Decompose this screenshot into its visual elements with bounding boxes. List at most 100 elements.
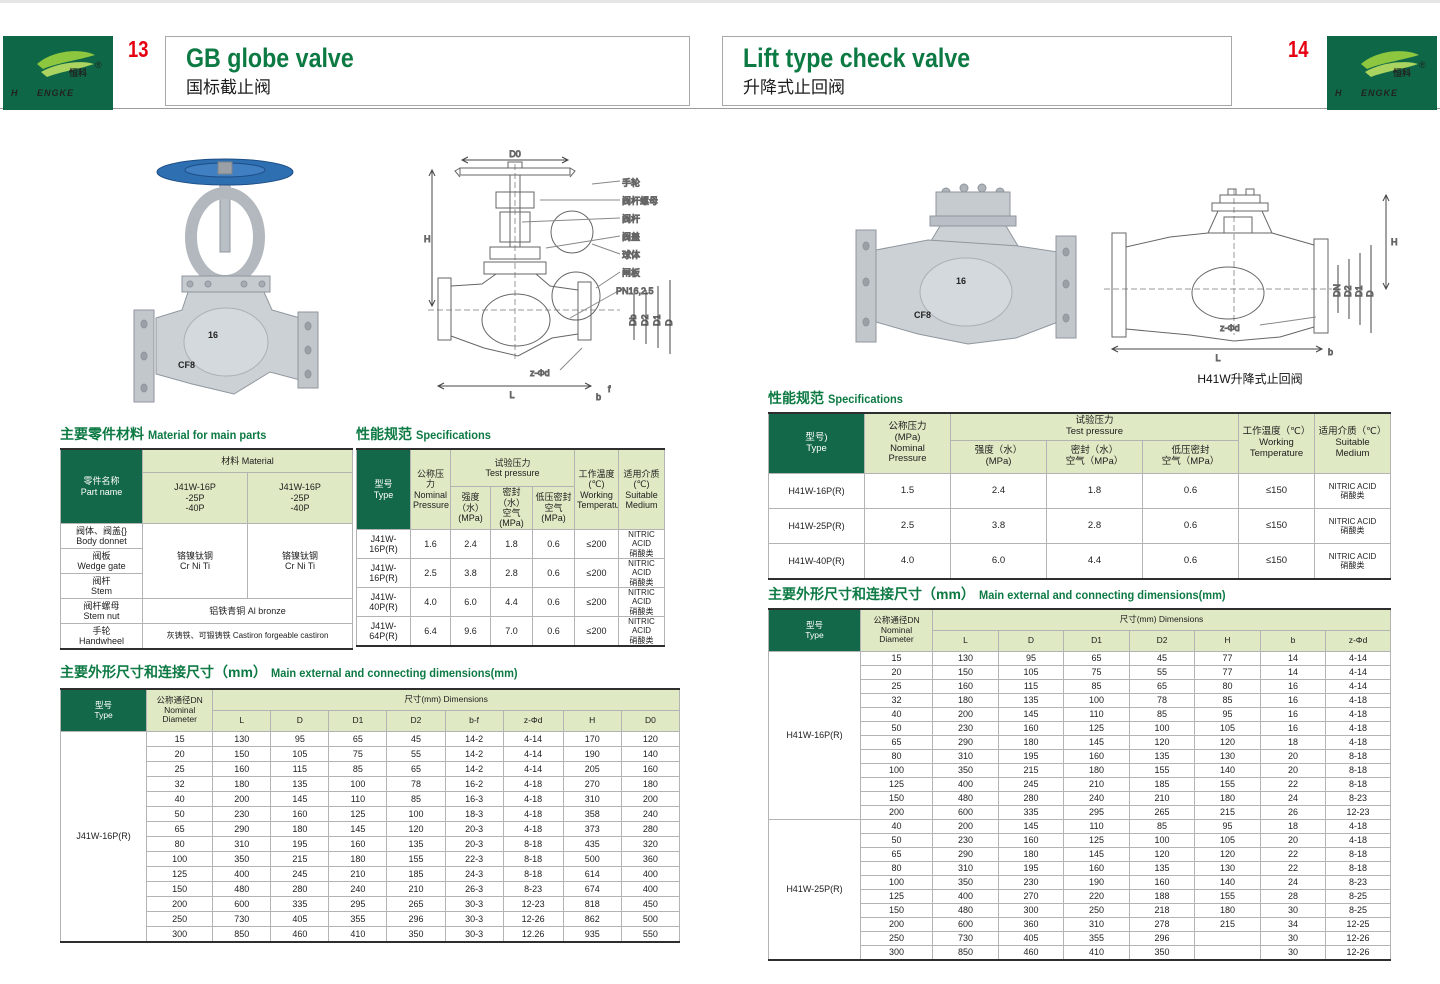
header-divider — [0, 108, 1440, 109]
dims-value-cell: 78 — [386, 776, 446, 792]
valve-mark-16: 16 — [956, 276, 966, 286]
spec-header-test: 试验压力 Test pressure — [449, 448, 576, 487]
part-name-cell: 阀杆 Stem — [60, 573, 143, 599]
dims-dn-cell: 65 — [860, 847, 933, 862]
spec-value-cell: ≤200 — [574, 616, 620, 647]
dim-label-db: Db — [628, 314, 638, 326]
spec-row: J41W-16P(R) 2.5 3.8 2.8 0.6 ≤200 NITRIC ACID 硝… — [356, 558, 666, 588]
dims-value-cell: 614 — [562, 866, 622, 882]
dims-dn-cell: 150 — [860, 791, 933, 806]
dims-dn-cell: 125 — [146, 866, 214, 882]
dims-value-cell: 155 — [1194, 777, 1261, 792]
dims-dn-cell: 300 — [860, 945, 933, 961]
spec-header-temp: 工作温度 (℃) Working Temperature — [574, 448, 620, 530]
dims-value-cell: 8-18 — [1325, 763, 1391, 778]
dims-value-cell: 140 — [1194, 763, 1261, 778]
dims-value-cell: 373 — [562, 821, 622, 837]
dims-value-cell: 20-3 — [444, 821, 504, 837]
dims-value-cell: 335 — [270, 896, 330, 912]
spec-header-strength: 强度（水） (MPa) — [450, 486, 491, 530]
dims-row: 32 180 135 100 78 16-2 4-18 270 180 — [61, 776, 681, 792]
dims-value-cell: 200 — [620, 791, 681, 807]
dims-value-cell: 75 — [328, 746, 388, 762]
dims-value-cell: 75 — [1063, 665, 1130, 680]
dims-value-cell: 200 — [932, 707, 999, 722]
dims-value-cell: 30-3 — [444, 911, 504, 927]
dims-row: 50 230 160 125 100 18-3 4-18 358 240 — [61, 806, 681, 822]
dims-col-b: b — [1260, 630, 1326, 652]
dims-value-cell — [1194, 945, 1261, 961]
globe-valve-diagram: D0 H 手轮 阀杆螺母 阀 — [420, 148, 682, 408]
dims-header-type: 型号 Type — [59, 688, 148, 732]
dims-value-cell: 310 — [932, 861, 999, 876]
spec-type-cell: J41W-64P(R) — [356, 616, 411, 647]
dims-value-cell: 12.26 — [502, 926, 564, 943]
dims-row: 20 150 105 75 55 14-2 4-14 190 140 — [61, 746, 681, 762]
dims-type-cell: J41W-16P(R) — [59, 731, 148, 943]
dims-value-cell: 55 — [1129, 665, 1195, 680]
dims-value-cell: 125 — [1063, 833, 1130, 848]
dims-value-cell: 100 — [1129, 833, 1195, 848]
dims-header-dims: 尺寸(mm) Dimensions — [212, 688, 680, 711]
dims-value-cell: 20 — [1260, 763, 1326, 778]
material-value-cell: 铬镍钛钢 Cr Ni Ti — [246, 523, 354, 599]
spec-value-cell: 2.5 — [410, 558, 451, 588]
part-label-pn: PN16,2.5 — [616, 286, 654, 296]
dims-value-cell: 500 — [562, 851, 622, 867]
dims-value-cell: 30 — [1260, 903, 1326, 918]
spec-value-cell: NITRIC ACID 硝酸类 — [1314, 508, 1392, 544]
page-top-edge — [0, 0, 1440, 3]
dims-value-cell: 85 — [1129, 819, 1195, 834]
dims-row: 65 290 180 145 120 120 22 8-18 — [769, 847, 1391, 862]
dim-label-d2: D2 — [1343, 285, 1353, 297]
spec-type-cell: H41W-16P(R) — [768, 473, 865, 509]
dims-value-cell: 14-2 — [444, 761, 504, 777]
spec-value-cell: 0.6 — [531, 587, 576, 617]
dims-value-cell: 296 — [386, 911, 446, 927]
dims-value-cell: 230 — [998, 875, 1064, 890]
dims-value-cell: 18 — [1260, 819, 1326, 834]
dim-label-d2: D2 — [640, 314, 650, 326]
logo-engke: ENGKE — [37, 88, 74, 98]
spec-value-cell: ≤200 — [574, 587, 620, 617]
dims-value-cell: 240 — [1063, 791, 1130, 806]
dims-value-cell: 310 — [562, 791, 622, 807]
dims-value-cell: 310 — [932, 749, 999, 764]
dims-col-d1: D1 — [1063, 630, 1130, 652]
dims-value-cell: 195 — [998, 861, 1064, 876]
dims-value-cell: 435 — [562, 836, 622, 852]
dims-dn-cell: 150 — [146, 881, 214, 897]
dims-value-cell: 180 — [998, 735, 1064, 750]
dims-value-cell: 8-23 — [502, 881, 564, 897]
dims-value-cell: 280 — [270, 881, 330, 897]
dims-value-cell: 270 — [998, 889, 1064, 904]
dims-value-cell: 350 — [932, 763, 999, 778]
dims-value-cell: 20 — [1260, 833, 1326, 848]
spec-row: H41W-16P(R) 1.5 2.4 1.8 0.6 ≤150 NITRIC ACID 硝… — [768, 473, 1392, 509]
dims-value-cell: 290 — [932, 847, 999, 862]
part-name-cell: 阀体、阀盖{} Body donnet — [60, 523, 143, 549]
title-box-right: Lift type check valve 升降式止回阀 — [722, 36, 1232, 106]
spec-value-cell: NITRIC ACID 硝酸类 — [1314, 473, 1392, 509]
dims-dn-cell: 80 — [146, 836, 214, 852]
dim-label-b: b — [1328, 347, 1333, 357]
dims-value-cell: 220 — [1063, 889, 1130, 904]
dims-row: 25 160 115 85 65 14-2 4-14 205 160 — [61, 761, 681, 777]
valve-mark-cf8: CF8 — [914, 310, 931, 320]
dims-value-cell: 278 — [1129, 917, 1195, 932]
logo-cn: 恒科 — [1393, 67, 1411, 78]
dims-dn-cell: 100 — [860, 875, 933, 890]
dims-value-cell: 100 — [386, 806, 446, 822]
dims-value-cell: 405 — [998, 931, 1064, 946]
dims-value-cell: 350 — [212, 851, 272, 867]
dims-value-cell: 4-18 — [502, 821, 564, 837]
dims-value-cell: 77 — [1194, 651, 1261, 666]
dims-value-cell: 110 — [1063, 819, 1130, 834]
dims-section-title-left: 主要外形尺寸和连接尺寸（mm） Main external and connec… — [60, 664, 518, 680]
dims-value-cell: 210 — [386, 881, 446, 897]
dims-value-cell: 730 — [212, 911, 272, 927]
dim-label-f: f — [608, 384, 611, 394]
dims-row: H41W-25P(R) 40 200 145 110 85 95 18 4-18 — [768, 819, 1391, 961]
spec-value-cell: 6.0 — [950, 543, 1047, 580]
spec-value-cell: NITRIC ACID 硝酸类 — [618, 529, 666, 559]
